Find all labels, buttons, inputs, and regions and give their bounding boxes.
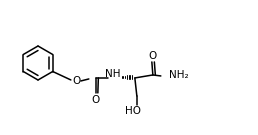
Text: O: O: [149, 51, 157, 61]
Text: NH: NH: [105, 69, 120, 79]
Text: O: O: [73, 76, 81, 86]
Text: HO: HO: [125, 106, 141, 116]
Text: O: O: [92, 95, 100, 105]
Text: NH₂: NH₂: [169, 70, 189, 80]
